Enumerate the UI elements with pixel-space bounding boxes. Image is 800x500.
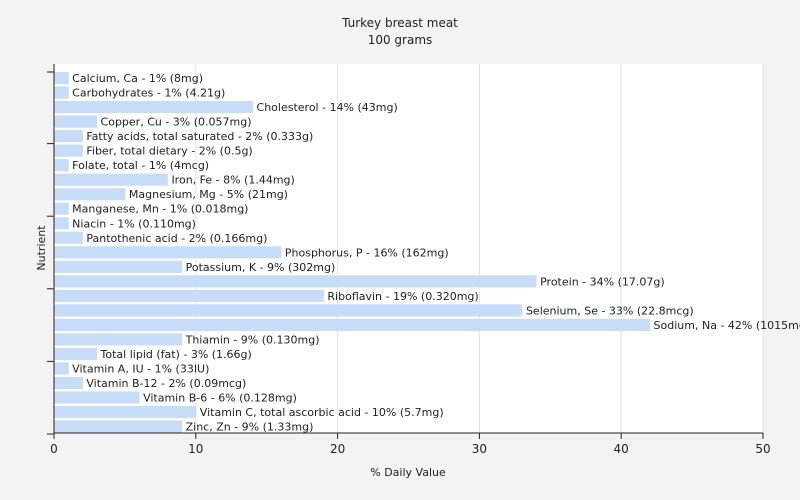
data-label: Calcium, Ca - 1% (8mg) bbox=[72, 72, 203, 85]
data-label: Vitamin B-6 - 6% (0.128mg) bbox=[143, 392, 297, 405]
x-tick-label: 50 bbox=[755, 442, 770, 456]
bar bbox=[54, 217, 69, 230]
axes: 0 10 20 30 40 50 bbox=[47, 64, 771, 456]
data-label: Phosphorus, P - 16% (162mg) bbox=[285, 246, 449, 259]
bar bbox=[54, 405, 197, 419]
data-label: Magnesium, Mg - 5% (21mg) bbox=[129, 188, 288, 201]
bar bbox=[54, 318, 651, 331]
gridlines bbox=[195, 64, 764, 433]
bar bbox=[54, 260, 183, 273]
y-axis-label: Nutrient bbox=[35, 225, 48, 271]
data-label: Niacin - 1% (0.110mg) bbox=[72, 217, 196, 230]
bar bbox=[54, 289, 324, 302]
bar bbox=[54, 86, 69, 99]
data-label: Copper, Cu - 3% (0.057mg) bbox=[101, 116, 252, 129]
data-label: Protein - 34% (17.07g) bbox=[540, 275, 665, 288]
bar bbox=[54, 275, 537, 288]
bar bbox=[54, 101, 254, 114]
data-label: Sodium, Na - 42% (1015mg) bbox=[654, 319, 800, 332]
bar bbox=[54, 246, 282, 259]
bar bbox=[54, 362, 69, 375]
data-label: Folate, total - 1% (4mcg) bbox=[72, 159, 209, 172]
data-label: Selenium, Se - 33% (22.8mcg) bbox=[526, 304, 694, 317]
bar bbox=[54, 72, 69, 85]
bar bbox=[54, 333, 183, 346]
bar bbox=[54, 347, 98, 360]
bar bbox=[54, 159, 69, 172]
data-label: Pantothenic acid - 2% (0.166mg) bbox=[86, 232, 267, 245]
x-tick-label: 30 bbox=[472, 442, 487, 456]
data-label: Zinc, Zn - 9% (1.33mg) bbox=[186, 421, 314, 434]
data-label: Vitamin A, IU - 1% (33IU) bbox=[72, 362, 209, 375]
bar bbox=[54, 130, 83, 143]
data-label: Thiamin - 9% (0.130mg) bbox=[185, 333, 320, 346]
data-label: Cholesterol - 14% (43mg) bbox=[257, 101, 398, 114]
bars: Calcium, Ca - 1% (8mg) Carbohydrates - 1%… bbox=[54, 72, 800, 434]
data-label: Vitamin B-12 - 2% (0.09mcg) bbox=[86, 377, 246, 390]
bar bbox=[54, 376, 83, 390]
data-label: Total lipid (fat) - 3% (1.66g) bbox=[100, 348, 252, 361]
bar bbox=[54, 188, 126, 201]
data-label: Riboflavin - 19% (0.320mg) bbox=[327, 290, 478, 303]
data-label: Fatty acids, total saturated - 2% (0.333… bbox=[86, 130, 313, 143]
data-label: Carbohydrates - 1% (4.21g) bbox=[72, 87, 225, 100]
chart-subtitle: 100 grams bbox=[368, 33, 433, 47]
bar bbox=[54, 173, 168, 186]
bar bbox=[54, 144, 83, 157]
x-tick-label: 0 bbox=[50, 442, 58, 456]
data-label: Manganese, Mn - 1% (0.018mg) bbox=[72, 203, 248, 216]
data-label: Potassium, K - 9% (302mg) bbox=[186, 261, 336, 274]
x-tick-label: 10 bbox=[188, 442, 203, 456]
x-tick-label: 20 bbox=[330, 442, 345, 456]
data-label: Iron, Fe - 8% (1.44mg) bbox=[171, 174, 294, 187]
bar bbox=[54, 420, 183, 433]
data-label: Fiber, total dietary - 2% (0.5g) bbox=[86, 145, 252, 158]
bar bbox=[54, 391, 140, 404]
x-axis-label: % Daily Value bbox=[370, 466, 446, 479]
chart-title: Turkey breast meat bbox=[341, 16, 458, 30]
data-label: Vitamin C, total ascorbic acid - 10% (5.… bbox=[200, 406, 444, 419]
bar bbox=[54, 115, 98, 128]
bar bbox=[54, 304, 523, 317]
bar bbox=[54, 202, 69, 215]
x-tick-label: 40 bbox=[614, 442, 629, 456]
bar bbox=[54, 231, 83, 244]
